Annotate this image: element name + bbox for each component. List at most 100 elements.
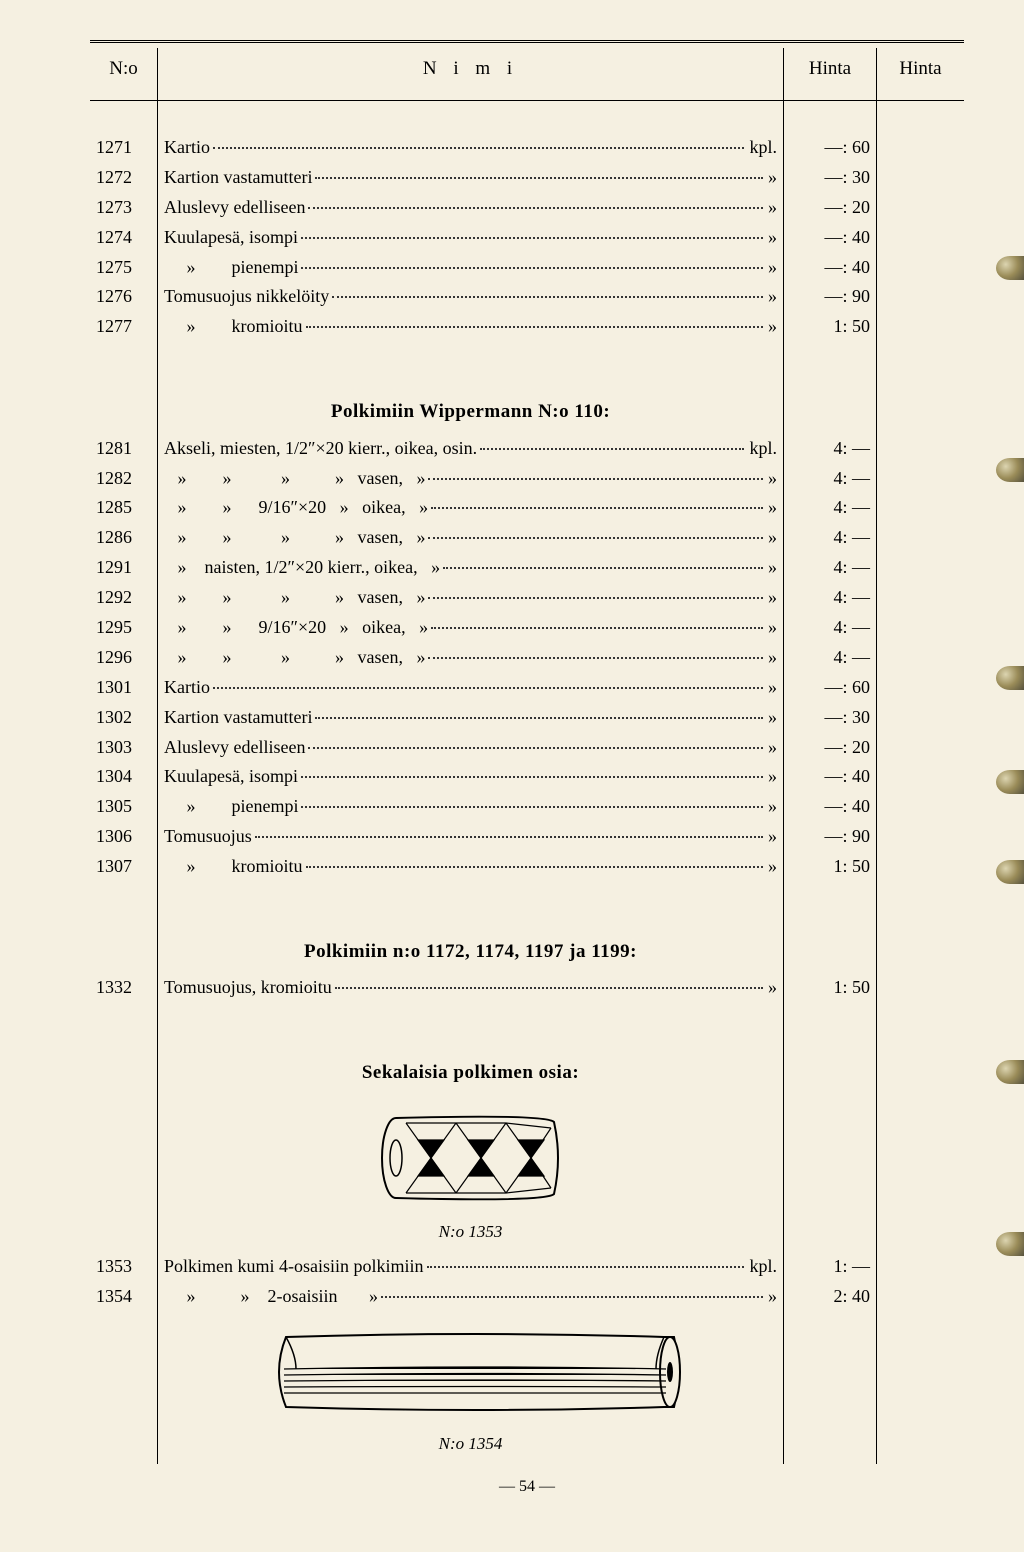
binding-hole [996,860,1024,884]
row-name: Akseli, miesten, 1/2″×20 kierr., oikea, … [158,434,784,464]
row-name: Tomusuojus, kromioitu» [158,973,784,1003]
row-price: 4: — [784,464,877,494]
item-name-text: Akseli, miesten, 1/2″×20 kierr., oikea, … [164,435,477,463]
leader-dots [301,267,763,269]
item-name-text: » » » » vasen, » [164,644,425,672]
section-3-title-row: Sekalaisia polkimen osia: [90,1035,964,1094]
spacer [90,882,964,914]
row-price: —: 30 [784,703,877,733]
row-number: 1301 [90,673,158,703]
illustration-1-row: N:o 1353 [90,1095,964,1252]
binding-hole [996,256,1024,280]
unit-text: » [766,853,777,881]
row-price: 4: — [784,643,877,673]
row-number: 1353 [90,1252,158,1282]
binding-hole [996,1232,1024,1256]
pedal-rubber-icon [376,1108,566,1208]
top-rule [90,40,964,43]
row-price-2 [877,762,965,792]
row-price-2 [877,822,965,852]
row-name: Kartiokpl. [158,133,784,163]
illustration-2-caption: N:o 1354 [164,1431,777,1463]
unit-text: » [766,194,777,222]
row-price-2 [877,223,965,253]
leader-dots [308,747,763,749]
table-row: 1273Aluslevy edelliseen»—: 20 [90,193,964,223]
table-row: 1302Kartion vastamutteri»—: 30 [90,703,964,733]
row-name: » » » » vasen, »» [158,523,784,553]
leader-dots [213,147,745,149]
row-name: Polkimen kumi 4-osaisiin polkimiinkpl. [158,1252,784,1282]
item-name-text: Kartio [164,134,210,162]
row-price: 4: — [784,493,877,523]
row-price: —: 60 [784,673,877,703]
table-row: 1305 » pienempi»—: 40 [90,792,964,822]
item-name-text: » » 2-osaisiin » [164,1283,378,1311]
table-row: 1307 » kromioitu»1: 50 [90,852,964,882]
row-number: 1306 [90,822,158,852]
table-row: 1271Kartiokpl.—: 60 [90,133,964,163]
table-row: 1286 » » » » vasen, »»4: — [90,523,964,553]
row-name: Tomusuojus» [158,822,784,852]
item-name-text: » kromioitu [164,853,303,881]
row-number: 1285 [90,493,158,523]
row-price: —: 90 [784,282,877,312]
row-price: 1: 50 [784,973,877,1003]
section-1-title: Polkimiin Wippermann N:o 110: [164,375,777,432]
row-price: 1: 50 [784,312,877,342]
row-price-2 [877,133,965,163]
row-price: —: 40 [784,792,877,822]
binding-hole [996,458,1024,482]
row-price-2 [877,493,965,523]
pedal-bar-icon [256,1325,686,1420]
row-name: » » » » vasen, »» [158,643,784,673]
row-price-2 [877,703,965,733]
row-number: 1277 [90,312,158,342]
row-number: 1307 [90,852,158,882]
illustration-1 [164,1096,777,1219]
row-price: —: 20 [784,733,877,763]
page-number: — 54 — [90,1464,964,1496]
leader-dots [332,296,763,298]
unit-text: » [766,734,777,762]
leader-dots [428,657,763,659]
row-price: —: 90 [784,822,877,852]
row-name: Kartion vastamutteri» [158,703,784,733]
row-name: Aluslevy edelliseen» [158,733,784,763]
row-price: 4: — [784,613,877,643]
row-number: 1276 [90,282,158,312]
parts-table: N:o N i m i Hinta Hinta 1271Kartiokpl.—:… [90,48,964,1464]
row-name: » » » » vasen, »» [158,583,784,613]
unit-text: kpl. [747,435,777,463]
row-name: Tomusuojus nikkelöity» [158,282,784,312]
leader-dots [480,448,744,450]
row-price-2 [877,643,965,673]
row-price-2 [877,792,965,822]
row-price-2 [877,434,965,464]
row-name: » pienempi» [158,792,784,822]
item-name-text: » pienempi [164,254,298,282]
row-number: 1302 [90,703,158,733]
row-price-2 [877,733,965,763]
item-name-text: » » » » vasen, » [164,465,425,493]
row-number: 1273 [90,193,158,223]
item-name-text: Tomusuojus, kromioitu [164,974,332,1002]
item-name-text: Kuulapesä, isompi [164,224,298,252]
row-number: 1271 [90,133,158,163]
section-1-title-row: Polkimiin Wippermann N:o 110: [90,374,964,433]
item-name-text: Kartion vastamutteri [164,164,312,192]
row-number: 1291 [90,553,158,583]
item-name-text: Aluslevy edelliseen [164,194,305,222]
row-name: » » » » vasen, »» [158,464,784,494]
row-name: Kartio» [158,673,784,703]
row-price-2 [877,193,965,223]
leader-dots [301,806,763,808]
unit-text: » [766,793,777,821]
item-name-text: » kromioitu [164,313,303,341]
row-price: —: 60 [784,133,877,163]
unit-text: » [766,164,777,192]
row-name: » » 9/16″×20 » oikea, »» [158,613,784,643]
table-row: 1277 » kromioitu»1: 50 [90,312,964,342]
table-row: 1295 » » 9/16″×20 » oikea, »»4: — [90,613,964,643]
row-number: 1305 [90,792,158,822]
